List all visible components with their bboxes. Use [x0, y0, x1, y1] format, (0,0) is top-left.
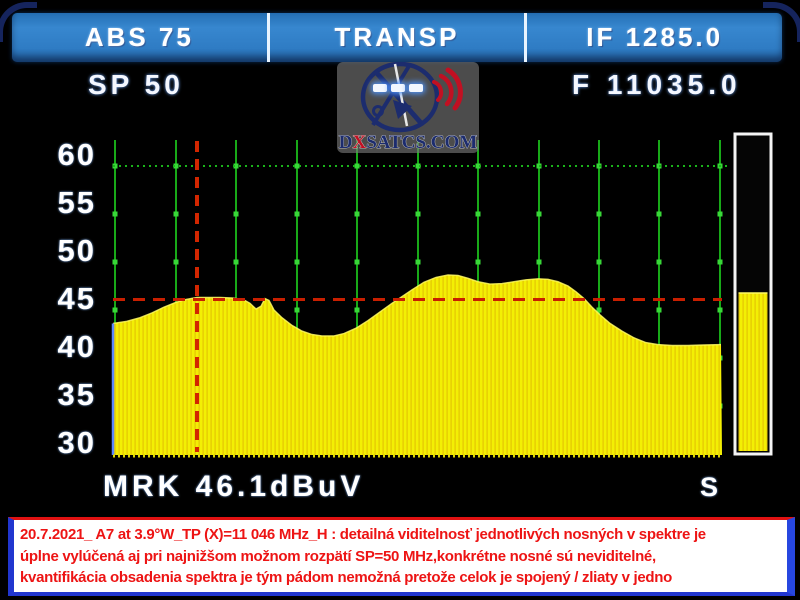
marker-level-readout: MRK 46.1dBuV	[103, 470, 365, 503]
caption-line-2: úplne vylúčená aj pri najnižšom možnom r…	[20, 547, 656, 565]
transp-label: TRANSP	[334, 22, 460, 52]
y-axis-label: 55	[57, 185, 96, 220]
frequency-readout: F 11035.0	[572, 69, 742, 100]
y-axis-label: 35	[57, 377, 96, 412]
caption-line-1: 20.7.2021_ A7 at 3.9°W_TP (X)=11 046 MHz…	[20, 526, 706, 543]
logo-text-rest: SATCS.COM	[366, 132, 477, 153]
dash-segment	[409, 84, 423, 92]
span-readout: SP 50	[88, 69, 184, 100]
header-bar: ABS 75 TRANSP IF 1285.0	[12, 13, 782, 62]
dash-segment	[391, 84, 405, 92]
y-axis-label: 60	[57, 137, 96, 172]
logo-letter-d: D	[339, 132, 353, 153]
if-frequency-value: IF 1285.0	[586, 22, 724, 52]
y-axis-label: 45	[57, 281, 96, 316]
no-value-dashes	[373, 84, 429, 94]
logo-letter-x: X	[352, 132, 366, 153]
y-axis-label: 30	[57, 425, 96, 460]
screen-corner-glare-right	[763, 2, 800, 42]
abs-value: ABS 75	[84, 22, 194, 52]
svg-text:DXSATCS.COM: DXSATCS.COM	[339, 132, 478, 153]
dxsatcs-watermark: DXSATCS.COM	[337, 61, 479, 153]
dash-segment	[373, 84, 387, 92]
caption-box: 20.7.2021_ A7 at 3.9°W_TP (X)=11 046 MHz…	[8, 517, 795, 596]
screen-corner-glare-left	[0, 2, 37, 42]
y-axis-label: 40	[57, 329, 96, 364]
header-field-if: IF 1285.0	[524, 13, 782, 62]
header-field-abs: ABS 75	[12, 13, 267, 62]
caption-line-3: kvantifikácia obsadenia spektra je tým p…	[20, 569, 673, 586]
satellite-dish-logo-icon: DXSATCS.COM	[338, 61, 478, 153]
header-field-transp: TRANSP	[266, 13, 525, 62]
y-axis-label: 50	[57, 233, 96, 268]
status-letter: S	[700, 472, 719, 502]
